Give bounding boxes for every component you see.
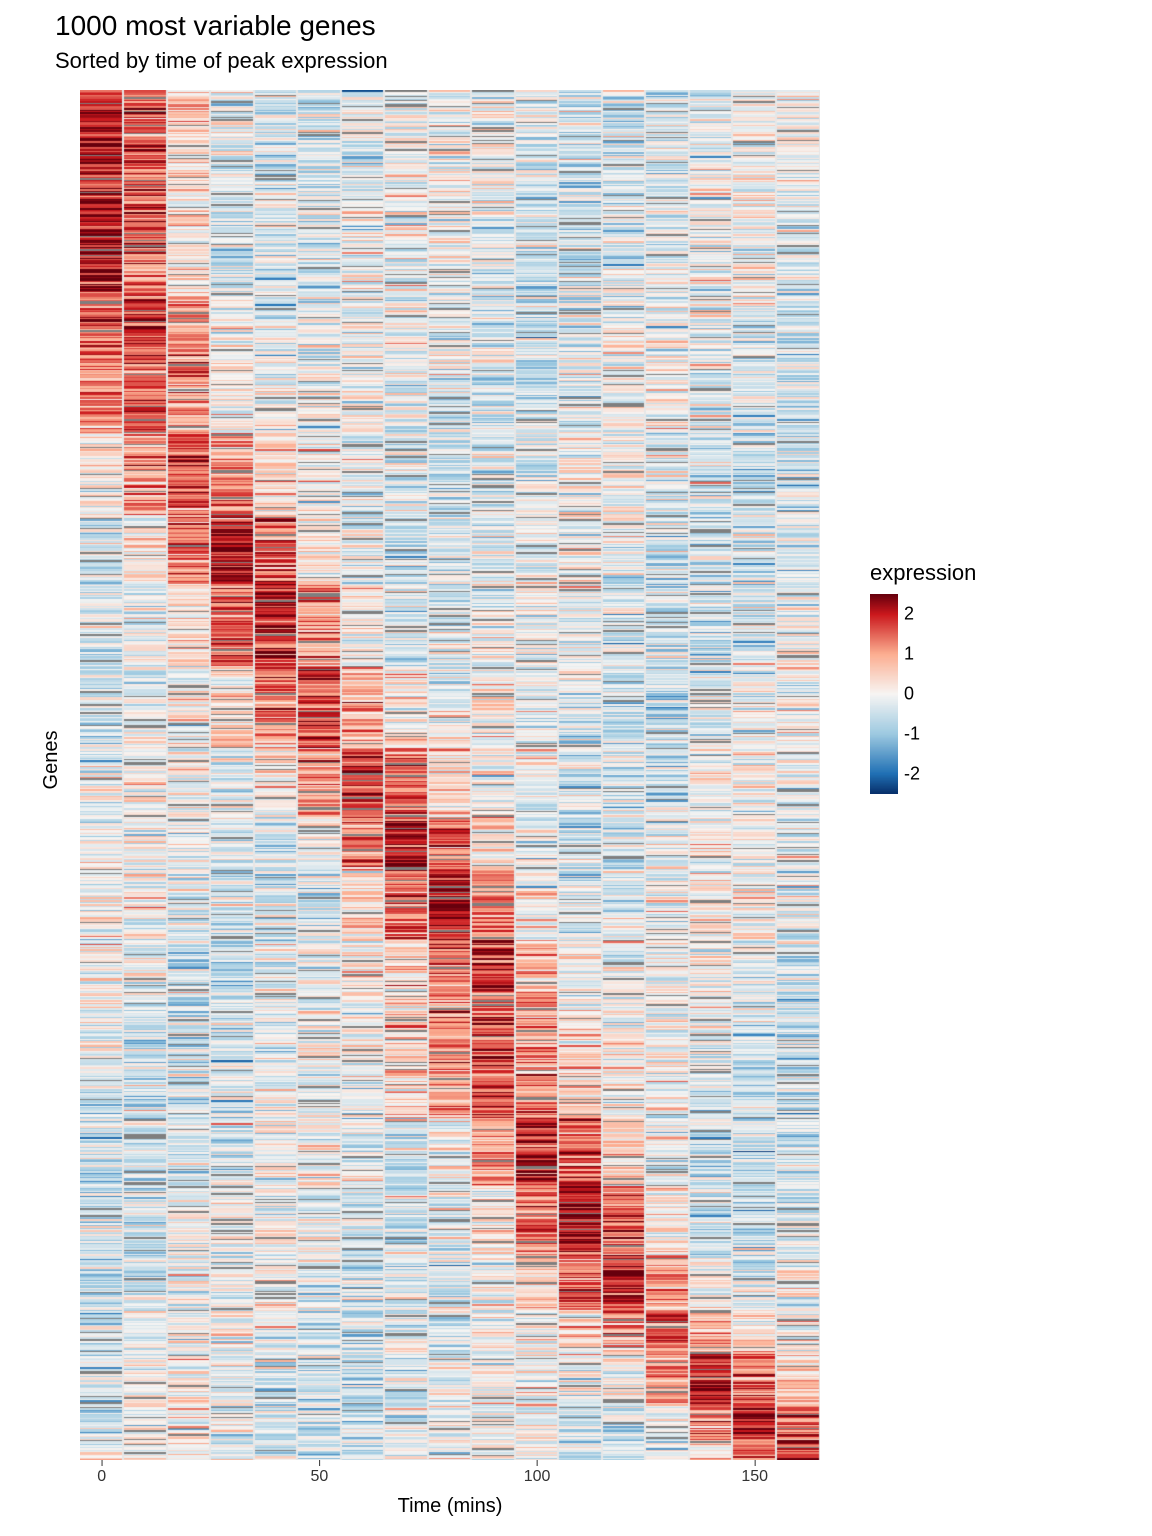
figure: 1000 most variable genes Sorted by time …: [0, 0, 1152, 1536]
chart-title: 1000 most variable genes: [55, 10, 376, 42]
legend-tick: -1: [904, 724, 920, 745]
legend-ticks: 2 1 0 -1 -2: [904, 594, 964, 794]
x-tick-label: 150: [741, 1468, 768, 1485]
y-axis-label: Genes: [40, 731, 63, 790]
legend-colorbar: [870, 594, 898, 794]
x-tick-label: 50: [311, 1468, 329, 1485]
legend-tick: 2: [904, 604, 914, 625]
x-tick-label: 0: [97, 1468, 106, 1485]
legend-title: expression: [870, 560, 1070, 586]
legend-tick: -2: [904, 764, 920, 785]
x-tick-label: 100: [524, 1468, 551, 1485]
x-axis-ticks: 0 50 100 150: [80, 1460, 820, 1490]
x-tick: 100: [524, 1460, 551, 1486]
heatmap-plot-area: [80, 90, 820, 1460]
x-tick: 0: [97, 1460, 106, 1486]
x-tick: 50: [311, 1460, 329, 1486]
chart-subtitle: Sorted by time of peak expression: [55, 48, 388, 74]
color-legend: expression 2 1 0 -1 -2: [870, 560, 1070, 794]
x-axis-label: Time (mins): [80, 1495, 820, 1518]
legend-tick: 1: [904, 644, 914, 665]
heatmap-canvas: [80, 90, 820, 1460]
legend-bar-wrap: 2 1 0 -1 -2: [870, 594, 970, 794]
legend-tick: 0: [904, 684, 914, 705]
x-tick: 150: [741, 1460, 768, 1486]
